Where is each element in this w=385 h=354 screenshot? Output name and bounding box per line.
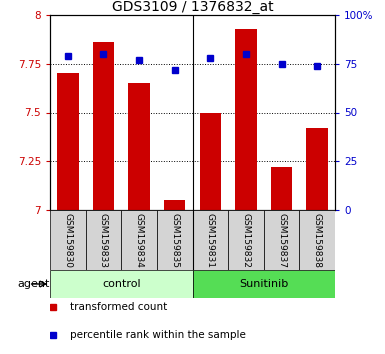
Text: transformed count: transformed count [70,302,167,312]
Title: GDS3109 / 1376832_at: GDS3109 / 1376832_at [112,0,273,14]
Text: GSM159832: GSM159832 [241,213,250,268]
Bar [300,210,335,270]
Text: Sunitinib: Sunitinib [239,279,288,289]
Text: GSM159835: GSM159835 [170,213,179,268]
Bar [50,270,192,298]
Text: percentile rank within the sample: percentile rank within the sample [70,331,246,341]
Bar [93,42,114,210]
Bar [121,210,157,270]
Bar [264,210,300,270]
Bar [85,210,121,270]
Text: agent: agent [17,279,49,289]
Bar [192,210,228,270]
Bar [128,83,150,210]
Text: GSM159830: GSM159830 [64,213,72,268]
Bar [271,167,292,210]
Text: GSM159833: GSM159833 [99,213,108,268]
Bar [164,200,186,210]
Bar [228,210,264,270]
Text: control: control [102,279,141,289]
Bar [57,74,79,210]
Bar [199,113,221,210]
Text: GSM159831: GSM159831 [206,213,215,268]
Bar [235,29,257,210]
Bar [157,210,192,270]
Bar [50,210,85,270]
Bar [306,128,328,210]
Bar [192,270,335,298]
Text: GSM159834: GSM159834 [135,213,144,268]
Text: GSM159838: GSM159838 [313,213,321,268]
Text: GSM159837: GSM159837 [277,213,286,268]
